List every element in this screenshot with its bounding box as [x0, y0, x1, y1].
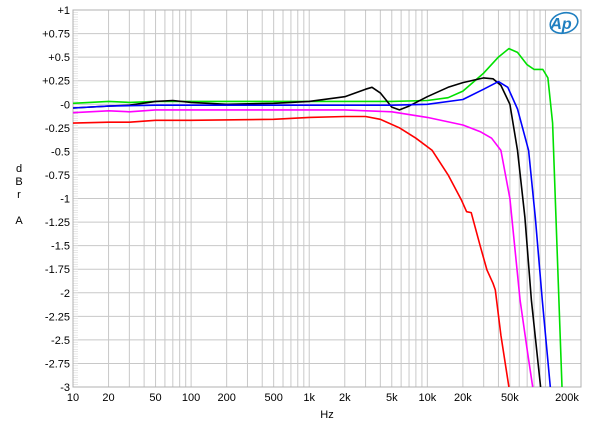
y-axis-label-char: d — [16, 163, 22, 175]
grid — [73, 9, 581, 388]
y-axis-label-char: B — [15, 176, 22, 188]
y-tick-label: -0.25 — [45, 123, 70, 135]
y-minor-ticks — [73, 9, 78, 388]
x-tick-label: 50 — [149, 392, 161, 404]
x-tick-label: 5k — [386, 392, 398, 404]
y-axis-label: dBr A — [15, 163, 23, 227]
series-line-red — [73, 115, 510, 387]
y-tick-label: -2 — [60, 288, 70, 300]
y-tick-label: +0.75 — [42, 29, 70, 41]
x-tick-label: 10k — [418, 392, 436, 404]
x-tick-label: 100 — [182, 392, 200, 404]
y-tick-labels: +1 +0.75 +0.5 +0.25 -0 -0.25 -0.5 -0.75 -1 -1.25 -… — [42, 5, 70, 394]
ap-logo: Ap — [549, 11, 579, 35]
x-tick-label: 2k — [339, 392, 351, 404]
ap-logo-text: Ap — [549, 16, 572, 33]
y-tick-label: -2.75 — [45, 358, 70, 370]
y-tick-label: -0 — [60, 99, 70, 111]
series-line-green — [73, 47, 563, 387]
y-tick-label: +0.5 — [48, 52, 70, 64]
x-tick-label: 20 — [102, 392, 114, 404]
y-tick-label: -1.25 — [45, 217, 70, 229]
x-tick-label: 1k — [303, 392, 315, 404]
y-tick-label: -1.75 — [45, 264, 70, 276]
y-axis-label-char: A — [15, 215, 23, 227]
plot-frame — [72, 9, 582, 388]
y-tick-label: -2.25 — [45, 311, 70, 323]
y-tick-label: -1.5 — [51, 241, 70, 253]
series-line-blue — [73, 80, 552, 387]
x-tick-label: 50k — [501, 392, 519, 404]
x-axis-label: Hz — [320, 409, 333, 421]
series-line-magenta — [73, 109, 534, 387]
x-tick-label: 200 — [217, 392, 235, 404]
x-tick-labels: 10 20 50 100 200 500 1k 2k 5k 10k 20k 50k 200k — [67, 392, 580, 404]
y-tick-label: -2.5 — [51, 335, 70, 347]
x-tick-label: 200k — [555, 392, 579, 404]
x-tick-label: 10 — [67, 392, 79, 404]
x-tick-label: 500 — [264, 392, 282, 404]
series-group — [73, 47, 563, 387]
y-axis-label-char: r — [17, 189, 21, 201]
y-tick-label: +1 — [57, 5, 70, 17]
series-line-black — [73, 77, 542, 387]
y-tick-label: -1 — [60, 194, 70, 206]
y-tick-label: -0.75 — [45, 170, 70, 182]
x-tick-label: 20k — [454, 392, 472, 404]
y-tick-label: -0.5 — [51, 146, 70, 158]
y-tick-label: -3 — [60, 382, 70, 394]
y-tick-label: +0.25 — [42, 76, 70, 88]
